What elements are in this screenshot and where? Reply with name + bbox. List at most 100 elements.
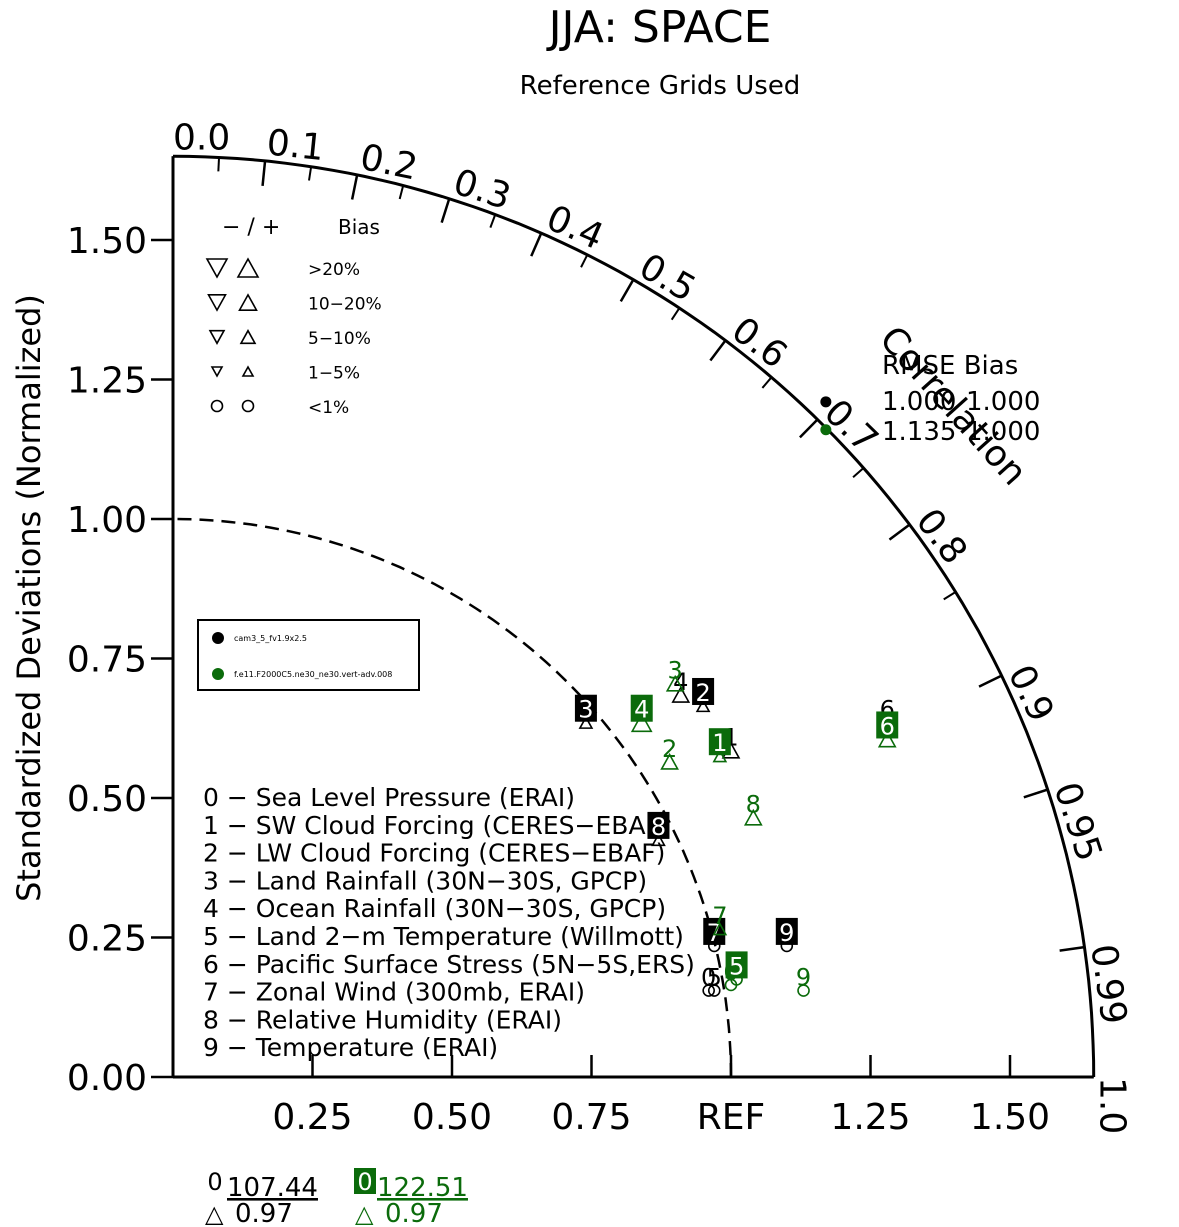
bias-up-triangle-marker: [660, 752, 679, 770]
bias-legend-down-triangle-icon: [208, 329, 226, 345]
data-point: 9: [796, 964, 811, 997]
variable-list-item: 7 − Zonal Wind (300mb, ERAI): [203, 978, 585, 1007]
bias-up-triangle-marker: [695, 698, 711, 713]
corr-tick-label: 0.9: [1000, 659, 1062, 728]
data-point: 3: [574, 694, 597, 729]
case-legend-box: [197, 619, 420, 691]
data-point: 6: [876, 711, 899, 748]
bias-up-triangle-marker: [665, 674, 685, 692]
rmse-bias-header: RMSE Bias: [882, 351, 1018, 381]
data-point-label: 9: [796, 964, 811, 992]
y-tick-label: 1.50: [67, 221, 147, 262]
case-legend-dot: [212, 668, 224, 680]
variable-list-item: 1 − SW Cloud Forcing (CERES−EBAF): [203, 811, 670, 840]
bias-legend-circle-icon: [241, 399, 255, 413]
y-axis-label: Standardized Deviations (Normalized): [10, 294, 48, 902]
corr-tick-mark: [350, 174, 359, 200]
data-point-label: 5: [729, 952, 744, 980]
data-point-label: 9: [779, 919, 794, 947]
bias-up-triangle-marker: [671, 685, 691, 703]
x-tick-label: 1.25: [830, 1097, 910, 1138]
bias-legend-up-triangle-icon: [238, 293, 258, 311]
data-point: 8: [647, 811, 670, 847]
variable-list-item: 0 − Sea Level Pressure (ERAI): [203, 783, 575, 812]
y-tick-label: 1.25: [67, 361, 147, 402]
summary-triangle-icon: △: [355, 1200, 374, 1227]
summary-correlation: 0.97: [385, 1199, 443, 1227]
corr-tick-label: 0.8: [908, 501, 975, 571]
data-point-box: [775, 917, 798, 945]
corr-minor-tick: [580, 254, 589, 268]
bias-value: 1.000: [966, 417, 1040, 447]
bias-legend-row-label: <1%: [308, 398, 349, 418]
chart-title: JJA: SPACE: [546, 2, 772, 53]
bias-up-triangle-marker: [712, 749, 728, 763]
summary-correlation: 0.97: [235, 1199, 293, 1227]
bias-legend-row-label: 1−5%: [308, 364, 360, 384]
bias-legend-row-label: 5−10%: [308, 329, 371, 349]
data-point: 4: [630, 694, 653, 733]
data-point: 7: [712, 902, 727, 936]
bias-up-triangle-marker: [578, 715, 594, 729]
case-legend-dot: [212, 632, 224, 644]
bias-up-triangle-marker: [651, 832, 666, 847]
data-point: 1: [708, 728, 731, 763]
x-tick-label: 0.25: [272, 1097, 352, 1138]
variable-list-item: 4 − Ocean Rainfall (30N−30S, GPCP): [203, 894, 666, 923]
corr-tick-mark: [440, 198, 451, 224]
bias-legend-circle-icon: [210, 399, 224, 413]
variable-list-item: 3 − Land Rainfall (30N−30S, GPCP): [203, 866, 647, 895]
variable-list-item: 9 − Temperature (ERAI): [203, 1033, 498, 1062]
corr-tick-label: 0.4: [540, 198, 609, 258]
corr-tick-mark: [978, 674, 1003, 688]
data-point-label: 3: [578, 696, 593, 724]
bias-legend-down-triangle-icon: [210, 366, 224, 378]
corr-minor-tick: [489, 214, 497, 228]
summary-marker: 0: [357, 1168, 372, 1196]
data-point: 5: [707, 964, 722, 997]
bias-legend-down-triangle-icon: [205, 258, 229, 279]
y-tick-label: 0.00: [67, 1058, 147, 1099]
corr-tick-mark: [530, 232, 543, 257]
data-point-box: [647, 811, 670, 839]
corr-minor-tick: [670, 307, 681, 321]
bias-legend-row-label: >20%: [308, 260, 360, 280]
corr-tick-mark: [888, 523, 911, 541]
summary-value: 122.51: [377, 1173, 468, 1203]
variable-list-item: 2 − LW Cloud Forcing (CERES−EBAF): [203, 839, 665, 868]
data-point-box: [692, 677, 715, 705]
chart-subtitle: Reference Grids Used: [520, 71, 801, 101]
summary-marker: 0: [207, 1168, 222, 1196]
corr-tick-label: 0.6: [724, 310, 794, 377]
rmse-value: 1.000: [882, 387, 956, 417]
data-point-label: 8: [651, 813, 666, 841]
corr-minor-tick: [761, 376, 773, 389]
corr-tick-label: 0.95: [1045, 777, 1109, 866]
summary-stats: 0 107.44△ 0.970 122.51△ 0.97: [205, 1168, 468, 1227]
data-point-label: 6: [880, 712, 895, 740]
bias-legend-up-triangle-icon: [239, 329, 257, 345]
corr-minor-tick: [308, 166, 313, 181]
corr-minor-tick: [943, 591, 957, 601]
data-point: 2: [692, 677, 715, 713]
x-tick-label: 0.50: [412, 1097, 492, 1138]
data-point: 9: [775, 917, 798, 953]
bias-up-triangle-marker: [877, 730, 897, 748]
bias-circle-marker: [707, 984, 721, 997]
bias-up-triangle-marker: [630, 712, 653, 733]
corr-tick-mark: [1059, 945, 1085, 952]
bias-up-triangle-marker: [743, 808, 763, 826]
data-point-box: [708, 728, 731, 756]
corr-tick-label: 0.1: [265, 122, 326, 168]
data-point: 5: [725, 951, 748, 986]
corr-tick-label: 0.5: [632, 246, 702, 310]
data-point: 8: [743, 791, 763, 826]
variable-list: 0 − Sea Level Pressure (ERAI)1 − SW Clou…: [203, 783, 695, 1062]
model-marker-dot: [820, 424, 832, 436]
case-legend-name: cam3_5_fv1.9x2.5: [234, 634, 307, 643]
summary-marker-box: [354, 1168, 376, 1194]
variable-list-item: 6 − Pacific Surface Stress (5N−5S,ERS): [203, 950, 695, 979]
corr-tick-mark: [709, 339, 727, 362]
